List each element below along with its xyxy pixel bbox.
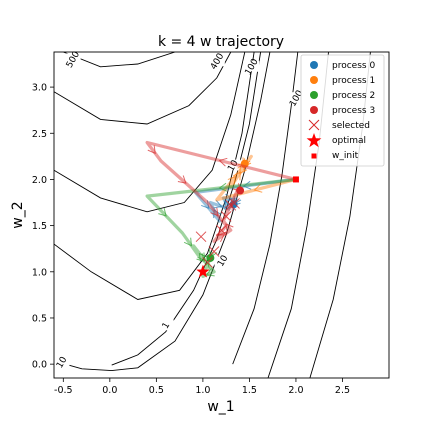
series-arrow-process-3: [215, 234, 225, 243]
contour-line: [54, 52, 255, 300]
legend-item-selected: selected: [308, 119, 370, 131]
y-tick-label: 1.5: [32, 221, 47, 232]
legend-item-optimal: optimal: [306, 133, 366, 148]
series-arrow-process-1: [253, 184, 263, 193]
series-arrow-process-3: [218, 157, 228, 167]
series-arrow-process-3: [224, 202, 233, 212]
legend-marker-process-3: [310, 106, 318, 114]
legend-item-process-0: process 0: [310, 61, 375, 71]
x-tick-label: -0.5: [54, 385, 73, 396]
contour-label-bg: [224, 159, 241, 171]
legend-item-process-2: process 2: [310, 91, 375, 101]
x-tick-label: 2.5: [335, 385, 350, 396]
contour-line: [58, 52, 271, 372]
series-arrow-process-1: [232, 171, 241, 181]
contour-label-bg: [157, 319, 174, 331]
series-arrow-process-3: [147, 145, 156, 155]
series-arrow-process-1: [227, 175, 236, 185]
contour-line: [63, 52, 176, 68]
legend: process 0 process 1 process 2 process 3 …: [300, 54, 385, 167]
series-arrow-process-2: [183, 237, 193, 247]
selected-point-x-icon: [216, 224, 227, 236]
series-point-process-1: [240, 159, 249, 168]
x-tick-label: 2.0: [288, 385, 303, 396]
contour-label-bg: [243, 60, 260, 72]
series-arrow-process-3: [177, 175, 187, 184]
w-init-point-square-icon: [292, 176, 299, 183]
y-tick-label: 2.0: [32, 175, 47, 186]
chart-title: k = 4 w trajectory: [158, 34, 284, 50]
contour-label-bg: [64, 53, 81, 65]
x-tick-label: 1.0: [195, 385, 210, 396]
legend-label-process-0: process 0: [332, 61, 375, 71]
legend-item-process-1: process 1: [310, 76, 375, 86]
contour-label-bg: [53, 356, 70, 368]
series-arrow-process-2: [218, 182, 228, 192]
x-tick-label: 0.5: [149, 385, 164, 396]
series-arrow-process-2: [196, 253, 206, 262]
series-arrow-process-0: [201, 200, 210, 209]
series-arrow-process-0: [213, 209, 222, 219]
contour-label-bg: [208, 55, 225, 67]
contour-label: 1: [161, 321, 173, 331]
x-tick-label: 0.0: [102, 385, 117, 396]
legend-label-process-3: process 3: [332, 106, 375, 116]
series-arrow-process-2: [158, 208, 167, 217]
legend-item-process-3: process 3: [310, 106, 375, 116]
optimal-point-star-icon: [196, 264, 210, 278]
series-point-process-3: [236, 186, 245, 195]
y-tick-label: 2.5: [32, 129, 47, 140]
selected-point-x-icon: [202, 257, 213, 268]
series-arrow-process-3: [210, 207, 219, 217]
legend-box: [300, 54, 385, 167]
contour-line: [54, 52, 246, 213]
y-axis-title: w_2: [10, 201, 26, 228]
contour-line: [54, 52, 232, 125]
y-axis-ticks: 0.0 0.5 1.0 1.5 2.0 2.5 3.0: [32, 83, 54, 371]
legend-marker-selected-x-icon: [308, 119, 320, 131]
legend-label-process-1: process 1: [332, 76, 375, 86]
legend-marker-process-0: [310, 61, 318, 69]
trajectory-layer: [145, 140, 299, 278]
series-arrow-process-0: [213, 200, 223, 209]
selected-point-x-icon: [208, 246, 220, 257]
y-tick-label: 1.0: [32, 267, 47, 278]
legend-marker-w-init-square-icon: [311, 153, 317, 159]
plot-frame: [53, 51, 390, 379]
legend-label-w-init: w_init: [332, 151, 359, 161]
y-tick-label: 3.0: [32, 83, 47, 94]
legend-item-w-init: w_init: [311, 151, 359, 161]
x-tick-label: 1.5: [242, 385, 257, 396]
legend-label-process-2: process 2: [332, 91, 375, 101]
selected-point-x-icon: [225, 199, 237, 211]
x-axis-title: w_1: [207, 399, 234, 415]
contour-label-bg: [287, 92, 304, 104]
selected-point-x-icon: [229, 198, 240, 209]
contour-label-bg: [214, 254, 231, 266]
series-arrow-process-0: [242, 180, 252, 190]
series-arrow-process-3: [225, 223, 234, 233]
series-point-process-2: [206, 253, 215, 262]
selected-point-x-icon: [220, 211, 232, 222]
legend-label-selected: selected: [332, 121, 370, 131]
legend-marker-process-2: [310, 91, 318, 99]
legend-marker-optimal-star-icon: [306, 133, 322, 148]
series-arrow-process-2: [205, 268, 215, 277]
y-tick-label: 0.5: [32, 313, 47, 324]
x-axis-ticks: -0.5 0.0 0.5 1.0 1.5 2.0 2.5: [54, 378, 350, 396]
series-line-process-2: [145, 177, 297, 278]
legend-label-optimal: optimal: [332, 136, 366, 146]
y-tick-label: 0.0: [32, 360, 47, 371]
selected-point-x-icon: [195, 231, 207, 243]
legend-marker-process-1: [310, 76, 318, 84]
